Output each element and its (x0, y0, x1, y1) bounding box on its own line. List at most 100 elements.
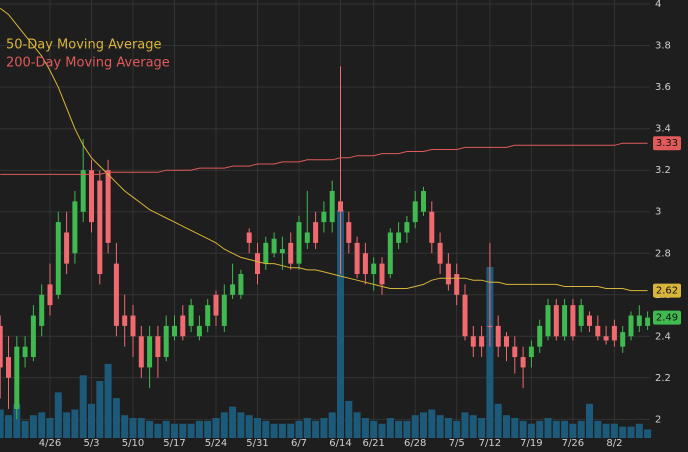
volume-bar (295, 420, 303, 438)
volume-bar (594, 420, 602, 438)
candle-body (313, 222, 319, 243)
x-tick-label: 6/28 (404, 438, 426, 449)
candle-body (545, 305, 551, 337)
candle-body (122, 315, 128, 326)
volume-bar (137, 418, 145, 438)
volume-bar (395, 420, 403, 438)
price-badge (653, 283, 681, 298)
candle-body (130, 315, 136, 337)
candle-body (437, 242, 443, 264)
candle-body (138, 336, 144, 368)
candle-body (288, 242, 294, 264)
volume-bar (544, 418, 552, 438)
candle-body (371, 263, 377, 275)
candle-body (354, 242, 360, 275)
candle-body (487, 325, 493, 327)
volume-bar (112, 398, 120, 438)
candle-body (412, 201, 418, 223)
x-tick-label: 5/3 (83, 438, 99, 449)
volume-bar (577, 420, 585, 438)
volume-bar (403, 420, 411, 438)
y-tick-label: 3.4 (655, 124, 671, 135)
candle-body (578, 305, 584, 326)
candle-body (80, 170, 86, 212)
volume-bar (320, 418, 328, 438)
candle-body (338, 201, 343, 212)
volume-bar (644, 429, 652, 438)
volume-bar (536, 420, 544, 438)
candle-body (404, 222, 410, 233)
volume-bar (453, 420, 461, 438)
volume-bar (552, 420, 560, 438)
candle-body (205, 305, 211, 326)
volume-bar (171, 423, 178, 438)
moving-average-line (0, 7, 648, 292)
candle-body (387, 232, 393, 275)
volume-bar (278, 423, 286, 438)
volume-bar (527, 423, 535, 438)
volume-bar (195, 420, 203, 438)
candle-body (263, 242, 269, 264)
volume-bar (519, 420, 527, 438)
volume-bar (328, 412, 336, 438)
volume-bar (129, 418, 137, 438)
candle-body (72, 201, 78, 254)
candle-body (6, 357, 11, 378)
volume-bar (71, 409, 79, 438)
candle-body (495, 325, 501, 347)
price-badge (653, 136, 681, 151)
volume-bar (204, 420, 212, 438)
volume-bar (88, 403, 95, 438)
candle-body (296, 222, 302, 264)
candle-body (329, 190, 335, 223)
price-badge (653, 310, 681, 325)
x-tick-label: 5/10 (122, 438, 144, 449)
candle-body (520, 357, 526, 368)
candle-body (512, 346, 518, 358)
candle-body (470, 336, 476, 347)
x-tick-label: 6/7 (291, 438, 307, 449)
volume-bar (5, 415, 12, 438)
volume-bar (436, 415, 444, 438)
x-tick-label: 6/14 (329, 438, 351, 449)
legend-entry: 200-Day Moving Average (6, 56, 170, 71)
volume-bar (187, 423, 195, 438)
volume-bar (469, 415, 477, 438)
volume-bar (270, 423, 278, 438)
candle-body (30, 315, 36, 358)
candle-body (22, 346, 28, 358)
volume-bar (378, 423, 386, 438)
x-tick-label: 5/24 (205, 438, 227, 449)
volume-bar (627, 426, 635, 438)
candle-body (180, 315, 186, 337)
volume-bar (63, 412, 71, 438)
volume-bar (428, 409, 436, 438)
y-tick-label: 3.2 (655, 165, 671, 176)
candle-body (445, 263, 451, 285)
candle-body (645, 317, 651, 326)
candle-body (429, 211, 435, 243)
x-tick-label: 4/26 (39, 438, 61, 449)
volume-bar (79, 375, 87, 438)
x-tick-label: 5/31 (246, 438, 268, 449)
volume-bar (486, 267, 494, 438)
candle-body (279, 249, 285, 254)
volume-bar (420, 412, 427, 438)
y-tick-label: 4 (655, 0, 661, 10)
candle-body (479, 336, 485, 347)
volume-bar (312, 420, 320, 438)
candle-body (587, 315, 592, 326)
volume-bar (254, 418, 261, 438)
volume-bar (13, 403, 21, 438)
candle-body (89, 170, 94, 223)
volume-bar (29, 415, 37, 438)
moving-average-line (0, 142, 648, 175)
volume-bar (212, 418, 220, 438)
volume-bar (121, 415, 129, 438)
candle-body (636, 315, 642, 326)
candle-body (113, 263, 119, 326)
candle-body (188, 305, 194, 326)
candle-body (537, 325, 543, 347)
legend-entry: 50-Day Moving Average (6, 38, 162, 53)
